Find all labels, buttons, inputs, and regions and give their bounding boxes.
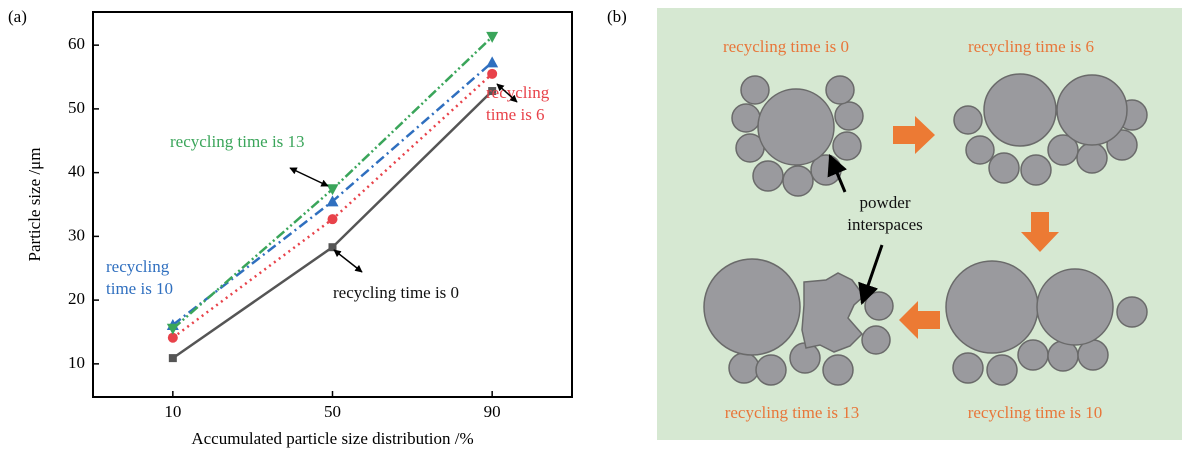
y-tick-label: 60 bbox=[68, 34, 85, 53]
x-tick-label: 90 bbox=[484, 402, 501, 421]
diagram: recycling time is 0 recycling time is 6 re… bbox=[657, 8, 1182, 457]
marker bbox=[328, 214, 338, 224]
series-label-box: recycling time is 0 bbox=[333, 282, 513, 342]
y-tick-label: 30 bbox=[68, 225, 85, 244]
marker bbox=[486, 56, 498, 67]
callout-label: powder interspaces bbox=[830, 192, 940, 236]
marker bbox=[329, 243, 337, 251]
stage-label-box: recycling time is 13 bbox=[700, 402, 884, 457]
y-tick-label: 40 bbox=[68, 162, 85, 181]
x-tick-label: 50 bbox=[324, 402, 341, 421]
stage-label: recycling time is 10 bbox=[945, 402, 1125, 424]
y-tick-label: 50 bbox=[68, 98, 85, 117]
panel-label: (a) bbox=[8, 7, 27, 26]
y-tick-label: 20 bbox=[68, 289, 85, 308]
chart: 10 20 30 40 50 60 10 50 90 Accumulated particle s… bbox=[25, 12, 572, 448]
annotation-arrow bbox=[334, 250, 362, 272]
callout-label-box: powder interspaces bbox=[830, 192, 940, 252]
series-label: recycling time is 13 bbox=[170, 131, 370, 153]
stage-label: recycling time is 6 bbox=[945, 36, 1117, 58]
stage-label: recycling time is 0 bbox=[700, 36, 872, 58]
marker bbox=[169, 354, 177, 362]
y-tick-label: 10 bbox=[68, 353, 85, 372]
series-label: recycling time is 6 bbox=[486, 82, 566, 126]
panel-label: (b) bbox=[607, 7, 627, 26]
series-label: recycling time is 0 bbox=[333, 282, 513, 304]
page: {"panel_labels": ["(a)", "(b)"], "chart_… bbox=[0, 0, 1199, 457]
stage-label: recycling time is 13 bbox=[700, 402, 884, 424]
y-axis-label: Particle size /μm bbox=[25, 148, 44, 262]
stage-label-box: recycling time is 10 bbox=[945, 402, 1125, 457]
x-axis-label: Accumulated particle size distribution /… bbox=[191, 429, 473, 448]
series-label: recycling time is 10 bbox=[106, 256, 198, 300]
series-label-box: recycling time is 10 bbox=[106, 256, 198, 316]
marker bbox=[486, 32, 498, 43]
marker bbox=[487, 69, 497, 79]
series-label-box: recycling time is 13 bbox=[170, 131, 370, 191]
x-tick-label: 10 bbox=[164, 402, 181, 421]
stage-label-box: recycling time is 6 bbox=[945, 36, 1117, 96]
figure: (a) (b) 10 20 30 40 50 60 10 50 90 Accumulated pa… bbox=[0, 0, 1199, 457]
series-label-box: recycling time is 6 bbox=[486, 82, 566, 142]
stage-label-box: recycling time is 0 bbox=[700, 36, 872, 96]
